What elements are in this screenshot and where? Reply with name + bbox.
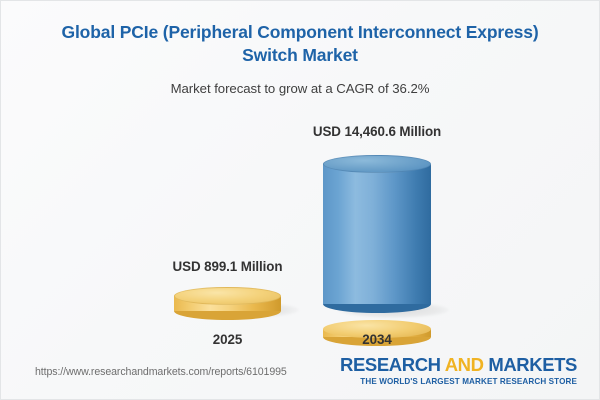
logo-wordmark: RESEARCH AND MARKETS xyxy=(340,353,577,375)
logo-word-research: RESEARCH xyxy=(340,353,441,375)
chart-header: Global PCIe (Peripheral Component Interc… xyxy=(1,1,599,96)
bar-cylinder-2034 xyxy=(323,155,431,313)
cylinder-top-face xyxy=(174,287,281,305)
logo-word-and: AND xyxy=(444,353,484,375)
bar-value-label-2025: USD 899.1 Million xyxy=(172,259,283,274)
cylinder-top-face xyxy=(323,155,431,173)
bar-cylinder-2025 xyxy=(174,287,281,320)
bar-category-label-2025: 2025 xyxy=(212,332,243,347)
bar-category-label-2034: 2034 xyxy=(362,332,392,347)
chart-footer: https://www.researchandmarkets.com/repor… xyxy=(1,344,599,399)
logo-tagline: THE WORLD'S LARGEST MARKET RESEARCH STOR… xyxy=(360,377,577,387)
bar-group-2025: USD 899.1 Million 2025 xyxy=(172,106,299,347)
logo-word-markets: MARKETS xyxy=(488,353,577,375)
chart-plot-area: USD 899.1 Million 2025 USD 14,460.6 Mill… xyxy=(1,106,599,347)
chart-title: Global PCIe (Peripheral Component Interc… xyxy=(61,22,539,66)
bar-value-label-2034: USD 14,460.6 Million xyxy=(312,124,442,139)
base-top-face xyxy=(323,320,431,338)
bar-base-collar-2034 xyxy=(323,320,431,346)
source-url-link[interactable]: https://www.researchandmarkets.com/repor… xyxy=(35,365,287,378)
cylinder-body-face xyxy=(323,164,431,304)
chart-subtitle: Market forecast to grow at a CAGR of 36.… xyxy=(170,80,430,96)
bar-group-2034: USD 14,460.6 Million 2034 xyxy=(313,106,449,347)
research-and-markets-logo[interactable]: RESEARCH AND MARKETS THE WORLD'S LARGEST… xyxy=(340,353,577,388)
